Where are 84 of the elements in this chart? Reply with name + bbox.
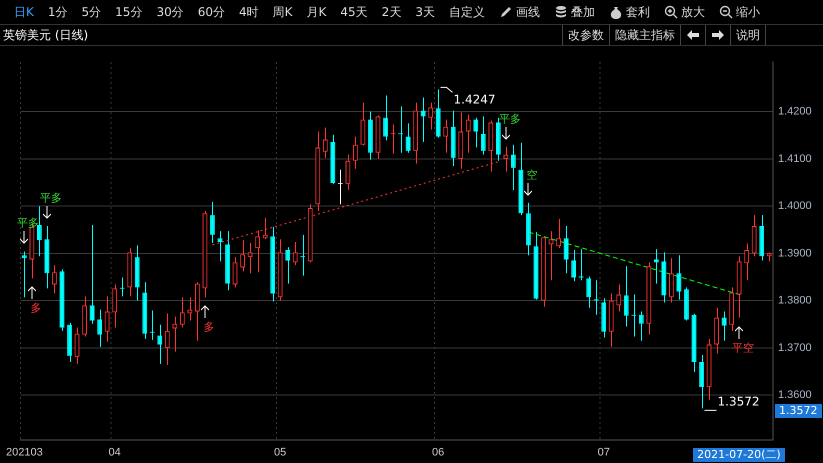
text: 60分	[198, 4, 225, 20]
candlestick	[37, 206, 42, 257]
annotation: 平多	[499, 111, 521, 126]
annotation: 1.3572	[718, 394, 760, 408]
candlestick	[218, 230, 222, 262]
candlestick	[210, 201, 215, 244]
candlestick	[74, 327, 80, 364]
candlestick	[616, 284, 622, 312]
text: 月K	[306, 4, 326, 20]
candlestick	[466, 114, 471, 154]
annotation: 平多	[17, 216, 39, 231]
text: 2天	[382, 4, 402, 20]
candlestick	[571, 250, 576, 282]
candlestick	[699, 354, 704, 409]
y-tick-label: 1.4200	[778, 106, 812, 118]
text: 放大	[680, 4, 705, 20]
text: 套利	[626, 4, 650, 20]
x-tick-label: 06	[432, 446, 444, 459]
text: 隐藏主指标	[615, 27, 675, 44]
candlestick	[240, 240, 245, 272]
candlestick	[676, 254, 682, 300]
x-tick-label: 05	[274, 446, 286, 459]
candlestick	[669, 258, 674, 304]
candlestick	[548, 230, 554, 281]
annotation: 平空	[732, 340, 754, 356]
candlestick	[52, 264, 57, 294]
text: 30分	[156, 4, 184, 20]
text: 2021-07-20(二)	[693, 448, 785, 462]
candlestick	[578, 248, 584, 281]
text: 画线	[516, 4, 540, 20]
text: 3天	[415, 4, 435, 20]
candlestick	[180, 296, 185, 328]
text: 缩小	[736, 4, 760, 20]
text: 日K	[14, 4, 34, 20]
x-tick-label: 07	[598, 446, 610, 459]
candlestick	[345, 154, 350, 191]
candlestick	[90, 224, 94, 324]
candlestick	[654, 248, 659, 284]
text: 1分	[48, 4, 68, 20]
candlestick	[322, 127, 328, 158]
text: 自定义	[448, 4, 485, 20]
text: 4时	[239, 4, 259, 20]
candlestick	[443, 119, 448, 154]
x-tick-label: 202103	[6, 446, 43, 459]
annotation: 空	[526, 167, 538, 182]
y-tick-label: 1.4000	[778, 200, 812, 212]
text: 45天	[340, 4, 368, 20]
candlestick	[172, 316, 178, 352]
candlestick	[420, 96, 426, 142]
y-tick-label: 1.3600	[778, 389, 812, 402]
y-tick-label: 1.3700	[778, 342, 812, 354]
candlestick	[473, 117, 478, 148]
candlestick	[248, 242, 252, 274]
candlestick	[722, 310, 727, 342]
y-tick-label: 1.3900	[778, 247, 812, 260]
text: 15分	[115, 4, 142, 20]
candlestick	[511, 144, 516, 191]
candlestick	[744, 242, 750, 281]
y-tick-label: 1.4100	[778, 152, 812, 165]
candlestick	[360, 102, 366, 146]
candlestick	[187, 296, 192, 321]
y-tick-label: 1.3800	[778, 294, 812, 307]
text: 说明	[736, 27, 760, 44]
candlestick	[556, 218, 561, 249]
text: 叠加	[570, 4, 595, 20]
candlestick	[97, 309, 102, 348]
candlestick	[232, 256, 238, 288]
candlestick	[292, 242, 298, 266]
candlestick	[564, 225, 568, 274]
text: 周K	[272, 4, 293, 20]
text: 5分	[82, 4, 102, 20]
text: 改参数	[568, 27, 604, 44]
annotation: 1.4247	[454, 92, 496, 107]
candlestick	[503, 146, 508, 172]
x-tick-label: 04	[108, 446, 121, 459]
candlestick	[383, 95, 388, 141]
text: 1.3572	[775, 404, 822, 418]
annotation: 多	[204, 320, 214, 335]
candlestick	[353, 136, 358, 170]
annotation: 多	[30, 300, 42, 316]
annotation: 平多	[40, 190, 62, 206]
chart-title: 英镑美元 (日线)	[3, 27, 88, 44]
candlestick	[104, 296, 110, 342]
candlestick	[406, 122, 410, 154]
